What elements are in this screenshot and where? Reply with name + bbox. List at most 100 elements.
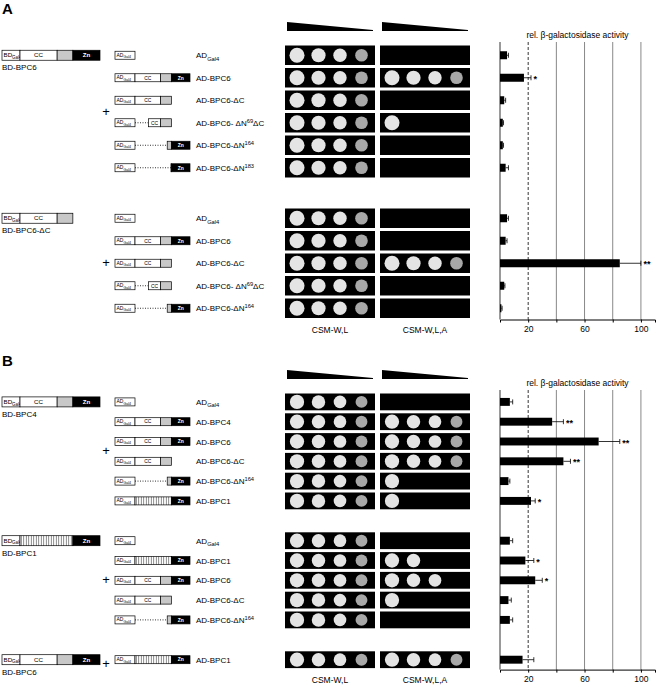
bar bbox=[500, 438, 599, 446]
zn-label: Zn bbox=[178, 143, 184, 148]
tag-box bbox=[115, 282, 135, 290]
label-part: AD-BPC1 bbox=[196, 557, 231, 566]
tag-label: ADGal4 bbox=[117, 216, 131, 222]
cc-domain bbox=[135, 438, 161, 446]
prey-label: AD-BPC1 bbox=[196, 497, 231, 506]
plate-row bbox=[380, 552, 470, 569]
linker-region bbox=[161, 596, 172, 604]
tag-label: ADGal4 bbox=[117, 538, 131, 544]
prey-construct: ADGal4Zn bbox=[115, 477, 190, 485]
colony-spot bbox=[450, 71, 463, 84]
tag-box bbox=[115, 51, 135, 59]
cc-domain bbox=[135, 596, 161, 604]
bait-construct: BDGal4CCZn bbox=[2, 50, 100, 60]
tag-box bbox=[115, 304, 135, 312]
error-bar bbox=[552, 419, 563, 424]
significance-label: ** bbox=[622, 438, 630, 448]
zn-domain bbox=[171, 304, 190, 312]
plate-row bbox=[380, 231, 470, 251]
bar bbox=[500, 576, 535, 584]
tag-sub: Gal4 bbox=[123, 422, 131, 426]
error-cap bbox=[533, 657, 534, 662]
linker-region bbox=[161, 96, 172, 104]
colony-spot bbox=[312, 395, 325, 408]
colony-spot bbox=[290, 395, 304, 409]
error-bar bbox=[563, 459, 570, 464]
error-cap bbox=[509, 479, 510, 484]
colony-spot bbox=[385, 256, 400, 271]
tag-label: ADGal4 bbox=[117, 459, 131, 465]
plate-row bbox=[380, 493, 470, 510]
colony-spot bbox=[385, 434, 399, 448]
plate-row bbox=[380, 651, 470, 668]
colony-spot bbox=[334, 495, 347, 508]
error-stem bbox=[525, 560, 533, 561]
colony-spot bbox=[312, 494, 325, 507]
error-cap bbox=[531, 75, 532, 80]
dilution-wedge bbox=[382, 22, 468, 31]
tag-sub: Gal4 bbox=[123, 580, 131, 584]
colony-spot bbox=[312, 613, 325, 626]
cc-label: CC bbox=[144, 239, 152, 244]
x-tick-label: 60 bbox=[580, 324, 590, 334]
colony-spot bbox=[407, 455, 420, 468]
colony-spot bbox=[355, 116, 368, 129]
plate-row bbox=[285, 68, 375, 88]
prey-construct: ADGal4CC bbox=[115, 119, 171, 127]
prey-label: AD-BPC6-ΔC bbox=[196, 457, 245, 466]
colony-spot bbox=[311, 138, 325, 152]
tag-label: ADGal4 bbox=[117, 479, 131, 485]
error-bar bbox=[508, 479, 509, 484]
linker-region bbox=[161, 282, 172, 290]
cc-label: CC bbox=[144, 598, 152, 603]
x-tick: 20 bbox=[524, 320, 534, 334]
linker-region bbox=[161, 438, 172, 446]
x-tick bbox=[556, 320, 557, 323]
prey-construct: ADGal4CCZn bbox=[115, 576, 190, 584]
plate-row bbox=[285, 592, 375, 609]
colony-spot bbox=[334, 594, 347, 607]
tag-box bbox=[115, 96, 135, 104]
significance-label: * bbox=[536, 557, 540, 567]
x-tick: 100 bbox=[634, 320, 648, 334]
significance-label: ** bbox=[566, 418, 574, 428]
colony-spot bbox=[334, 653, 347, 666]
error-bar bbox=[507, 216, 508, 221]
deleted-region bbox=[135, 167, 171, 168]
hatched-domain bbox=[20, 536, 73, 546]
label-part: ΔC bbox=[253, 119, 264, 128]
zn-label: Zn bbox=[83, 537, 91, 544]
error-stem bbox=[535, 580, 542, 581]
colony-spot bbox=[385, 494, 399, 508]
plate-row bbox=[380, 473, 470, 490]
prey-label: AD-BPC6-ΔN164 bbox=[196, 476, 255, 486]
colony-spot bbox=[385, 415, 399, 429]
prey-construct: ADGal4CCZn bbox=[115, 418, 190, 426]
colony-spot bbox=[385, 653, 399, 667]
label-sup: 183 bbox=[244, 163, 254, 169]
error-bar bbox=[524, 75, 531, 80]
tag-box bbox=[115, 656, 135, 664]
zn-domain bbox=[73, 536, 100, 546]
colony-spot bbox=[451, 654, 463, 666]
linker-region bbox=[161, 576, 172, 584]
tag-sub: Gal4 bbox=[123, 55, 131, 59]
colony-spot bbox=[385, 593, 399, 607]
cc-domain bbox=[20, 50, 57, 60]
prey-label: AD-BPC1 bbox=[196, 656, 231, 665]
colony-spot bbox=[429, 415, 442, 428]
tag-sub: Gal4 bbox=[123, 660, 131, 664]
cc-domain bbox=[149, 119, 161, 127]
plate-row bbox=[380, 592, 470, 609]
tag-sub: Gal4 bbox=[123, 600, 131, 604]
cc-label: CC bbox=[144, 76, 152, 81]
zn-label: Zn bbox=[178, 578, 184, 583]
label-part: ΔC bbox=[253, 282, 264, 291]
zn-domain bbox=[171, 576, 190, 584]
bait-construct: BDGal4CC bbox=[2, 213, 73, 223]
tag-box bbox=[115, 74, 135, 82]
colony-spot bbox=[451, 416, 463, 428]
zn-label: Zn bbox=[83, 398, 91, 405]
tag-sub: Gal4 bbox=[123, 501, 131, 505]
tag-sub: Gal4 bbox=[123, 218, 131, 222]
